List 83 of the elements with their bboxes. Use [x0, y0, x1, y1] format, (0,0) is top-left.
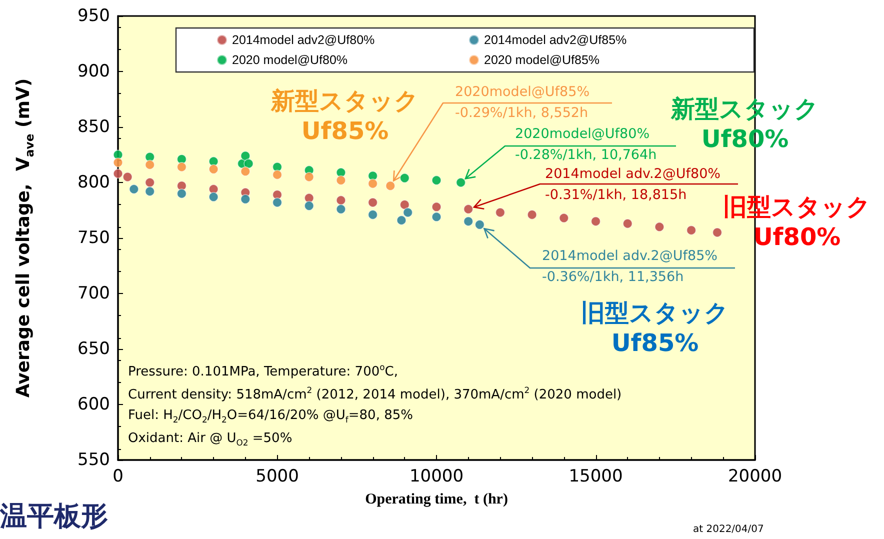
point — [654, 222, 664, 232]
point — [622, 218, 632, 228]
legend-label: 2014model adv2@Uf80% — [232, 33, 375, 47]
y-tick-label: 550 — [78, 450, 110, 470]
point — [208, 184, 218, 194]
point — [272, 162, 282, 172]
point — [208, 156, 218, 166]
point — [272, 198, 282, 208]
point — [474, 220, 485, 230]
y-tick-label: 700 — [78, 284, 110, 304]
x-tick-label: 0 — [112, 466, 124, 486]
annotation: Current density: 518mA/cm$^{2}$ (2012, 2014 model), 370mA/cm$^{2}$ (2020 model) — [128, 385, 622, 404]
point — [304, 172, 314, 182]
annotation: 2020model@Uf80% -0.28%/1kh, 10,764h — [515, 125, 657, 165]
point — [144, 186, 155, 196]
point — [240, 166, 250, 176]
point — [208, 192, 218, 202]
point — [113, 158, 123, 168]
y-tick-label: 900 — [78, 62, 110, 82]
point — [400, 173, 410, 183]
point — [463, 204, 474, 214]
text: 温平板形 — [0, 500, 108, 534]
point — [400, 200, 410, 210]
text: at 2022/04/07 — [693, 524, 764, 536]
point — [396, 215, 406, 226]
point — [304, 200, 314, 211]
legend-label: 2014model adv2@Uf85% — [484, 33, 627, 47]
x-tick-label: 15000 — [568, 466, 623, 486]
y-tick-label: 850 — [78, 117, 110, 137]
point — [495, 208, 506, 218]
annotation: 新型スタック Uf85% — [271, 86, 419, 146]
x-tick-label: 20000 — [728, 466, 782, 486]
point — [712, 228, 722, 238]
legend-label: 2020 model@Uf80% — [232, 53, 348, 67]
annotation: 2014model adv.2@Uf80% -0.31%/1kh, 18,815h — [545, 165, 720, 205]
x-axis-title: Operating time, t (hr) — [365, 492, 508, 508]
point — [208, 164, 218, 174]
point — [304, 193, 314, 203]
annotation: Pressure: 0.101MPa, Temperature: 700$^{o}$C, — [128, 362, 398, 381]
point — [113, 150, 123, 160]
point — [144, 160, 155, 170]
point — [176, 162, 187, 172]
point — [368, 210, 378, 220]
point — [336, 168, 346, 178]
point — [244, 158, 254, 169]
point — [113, 168, 123, 179]
point — [129, 184, 139, 194]
point — [402, 208, 413, 218]
point — [432, 202, 442, 212]
legend-label: 2020 model@Uf85% — [484, 53, 600, 67]
point — [272, 170, 282, 180]
y-tick-label: 750 — [78, 228, 110, 248]
point — [463, 216, 474, 226]
point — [144, 178, 155, 188]
point — [368, 178, 378, 189]
y-tick-label: 650 — [78, 339, 110, 359]
point — [240, 150, 250, 161]
y-tick-label: 800 — [78, 172, 110, 192]
point — [456, 178, 466, 188]
point — [686, 225, 696, 236]
point — [336, 195, 346, 206]
point — [432, 212, 442, 222]
point — [144, 152, 155, 162]
annotation: 2014model adv.2@Uf85% -0.36%/1kh, 11,356h — [542, 247, 718, 287]
x-tick-label: 10000 — [409, 466, 464, 486]
annotation: 2020model@Uf85% -0.29%/1kh, 8,552h — [455, 83, 590, 123]
text: Fuel: H$_{2}$/CO$_{2}$/H$_{2}$O=64/16/20% @U$_{f}$=80, 85% — [128, 408, 413, 425]
x-tick-label: 5000 — [256, 466, 299, 486]
annotation: Oxidant: Air @ U$_{O2}$ =50% — [128, 431, 292, 448]
point — [559, 213, 569, 223]
point — [336, 175, 346, 186]
annotation: 旧型スタック Uf85% — [581, 298, 729, 358]
point — [336, 204, 346, 214]
point — [368, 198, 378, 208]
y-tick-label: 950 — [78, 6, 110, 26]
point — [527, 210, 537, 220]
point — [176, 188, 187, 198]
point — [590, 216, 601, 226]
point — [122, 172, 132, 182]
point — [385, 180, 396, 191]
y-tick-label: 600 — [78, 394, 110, 414]
point — [432, 175, 442, 186]
point — [240, 194, 250, 204]
